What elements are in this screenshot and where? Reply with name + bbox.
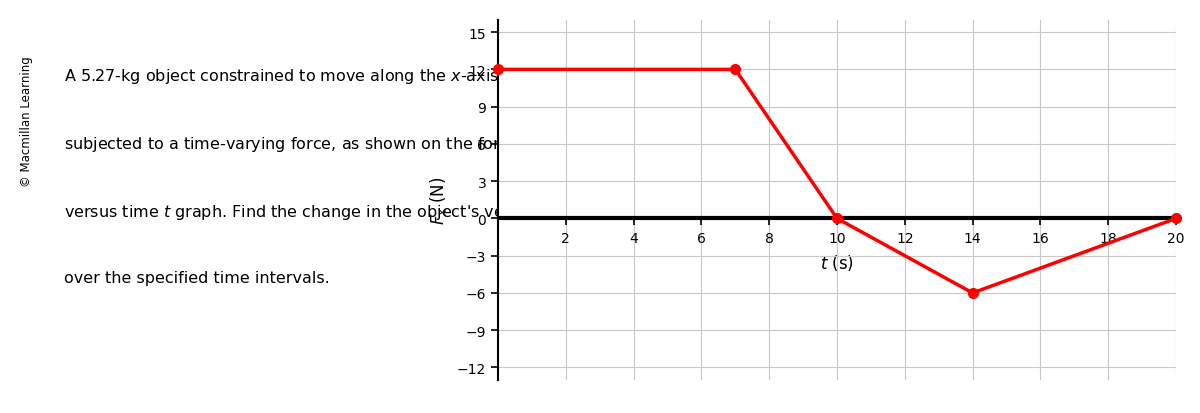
Text: A 5.27-kg object constrained to move along the $x$-axis is: A 5.27-kg object constrained to move alo… bbox=[64, 67, 517, 85]
Text: versus time $t$ graph. Find the change in the object's velocity: versus time $t$ graph. Find the change i… bbox=[64, 203, 547, 221]
X-axis label: $t$ (s): $t$ (s) bbox=[820, 252, 854, 272]
Y-axis label: $F_x$ (N): $F_x$ (N) bbox=[427, 176, 449, 224]
Text: © Macmillan Learning: © Macmillan Learning bbox=[19, 56, 32, 186]
Text: over the specified time intervals.: over the specified time intervals. bbox=[64, 271, 330, 285]
Text: subjected to a time-varying force, as shown on the force $F_x$: subjected to a time-varying force, as sh… bbox=[64, 135, 540, 154]
